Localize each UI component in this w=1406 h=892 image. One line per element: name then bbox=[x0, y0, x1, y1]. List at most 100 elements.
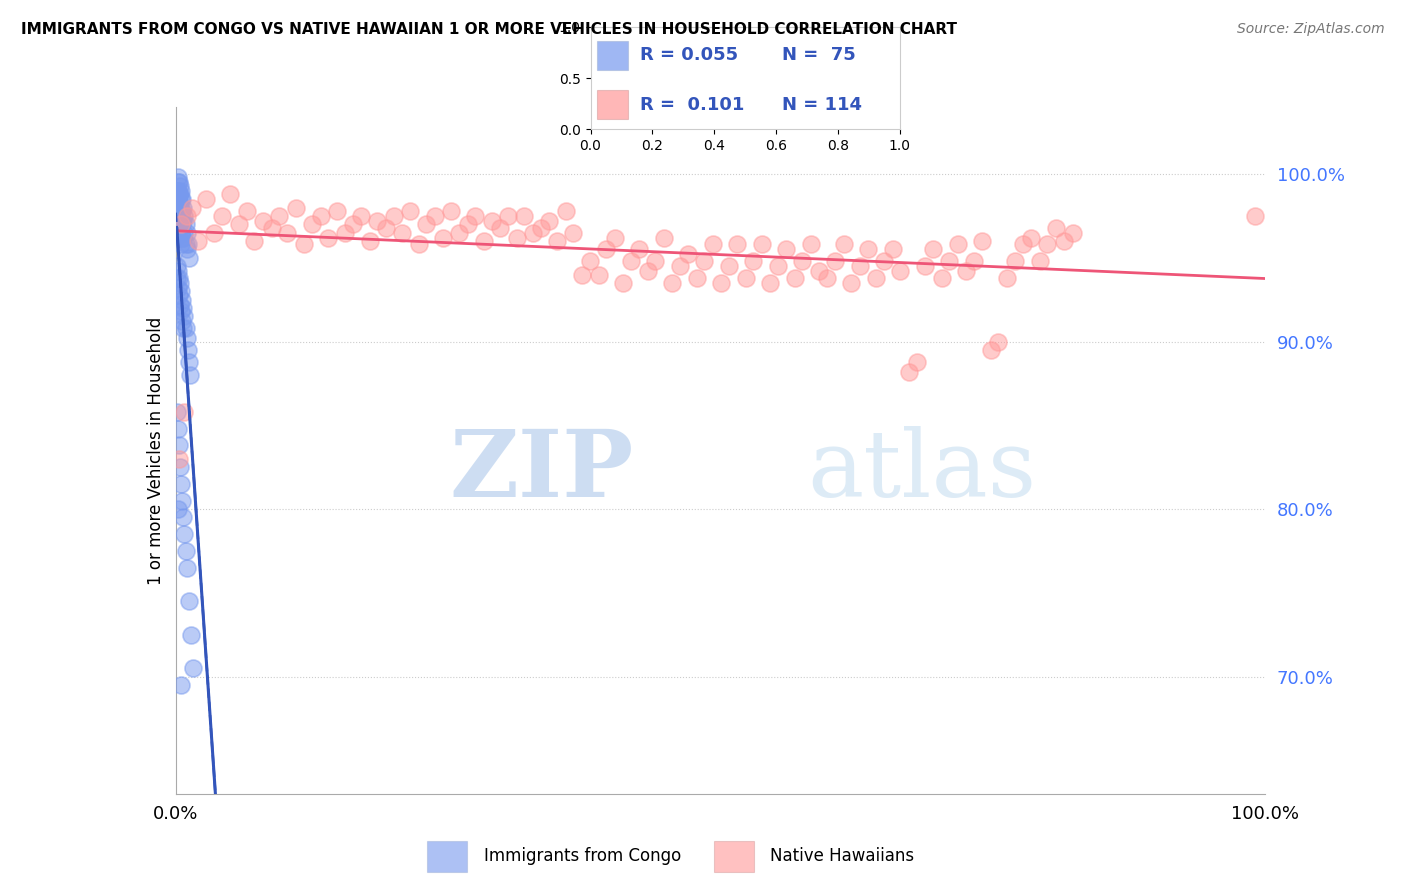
Text: Native Hawaiians: Native Hawaiians bbox=[770, 847, 915, 865]
Point bbox=[849, 259, 872, 273]
Point bbox=[167, 451, 190, 466]
Point bbox=[873, 254, 896, 268]
Point bbox=[1062, 226, 1084, 240]
Point bbox=[211, 209, 233, 223]
Point bbox=[432, 230, 454, 244]
Point bbox=[588, 268, 610, 282]
Point bbox=[627, 243, 650, 257]
Point bbox=[612, 276, 634, 290]
FancyBboxPatch shape bbox=[596, 90, 627, 119]
Point bbox=[922, 243, 945, 257]
Point bbox=[166, 192, 188, 206]
Point bbox=[758, 276, 780, 290]
Point bbox=[457, 217, 479, 231]
Point bbox=[176, 226, 198, 240]
Point bbox=[172, 230, 194, 244]
Y-axis label: 1 or more Vehicles in Household: 1 or more Vehicles in Household bbox=[146, 317, 165, 584]
Point bbox=[173, 527, 195, 541]
Point bbox=[276, 226, 298, 240]
Point bbox=[177, 251, 200, 265]
Point bbox=[832, 237, 855, 252]
Point bbox=[167, 502, 190, 516]
Point bbox=[176, 560, 198, 574]
Point bbox=[172, 493, 194, 508]
Point bbox=[260, 220, 283, 235]
Point bbox=[841, 276, 863, 290]
Point bbox=[252, 214, 274, 228]
Point bbox=[382, 209, 405, 223]
Point bbox=[408, 237, 430, 252]
Point bbox=[301, 217, 323, 231]
Point bbox=[169, 460, 191, 475]
Point bbox=[710, 276, 733, 290]
Point bbox=[423, 209, 446, 223]
Point bbox=[815, 271, 838, 285]
Point bbox=[174, 544, 197, 558]
Point bbox=[177, 354, 200, 368]
Point bbox=[865, 271, 887, 285]
Point bbox=[167, 187, 190, 202]
Point bbox=[644, 254, 666, 268]
Point bbox=[522, 226, 544, 240]
Point bbox=[166, 405, 188, 419]
Point bbox=[447, 226, 470, 240]
Point bbox=[173, 310, 195, 324]
Point bbox=[195, 192, 218, 206]
Point bbox=[440, 203, 463, 218]
Point bbox=[309, 209, 332, 223]
Point bbox=[1045, 220, 1067, 235]
Point bbox=[595, 243, 617, 257]
Point bbox=[742, 254, 765, 268]
Point bbox=[571, 268, 593, 282]
Point bbox=[176, 331, 198, 345]
Point bbox=[177, 343, 200, 357]
Point bbox=[1012, 237, 1035, 252]
Point bbox=[177, 594, 200, 608]
Point bbox=[167, 197, 190, 211]
Point bbox=[269, 209, 291, 223]
Point bbox=[652, 230, 675, 244]
Point bbox=[496, 209, 519, 223]
Point bbox=[166, 201, 188, 215]
Text: Immigrants from Congo: Immigrants from Congo bbox=[484, 847, 681, 865]
Point bbox=[734, 271, 756, 285]
Point bbox=[176, 243, 198, 257]
Point bbox=[980, 343, 1002, 357]
Point bbox=[172, 201, 194, 215]
FancyBboxPatch shape bbox=[427, 840, 467, 872]
Point bbox=[987, 334, 1010, 349]
Point bbox=[1004, 254, 1026, 268]
Point bbox=[472, 234, 495, 248]
Point bbox=[970, 234, 993, 248]
Point bbox=[186, 234, 209, 248]
Point bbox=[170, 285, 193, 299]
Point bbox=[170, 217, 193, 231]
Point bbox=[167, 192, 190, 206]
Point bbox=[693, 254, 716, 268]
Point bbox=[179, 368, 201, 382]
Point bbox=[172, 192, 194, 206]
Point bbox=[685, 271, 707, 285]
Text: N = 114: N = 114 bbox=[782, 95, 862, 113]
Point bbox=[898, 365, 921, 379]
Point bbox=[292, 237, 315, 252]
Point bbox=[180, 628, 202, 642]
Point bbox=[1036, 237, 1059, 252]
Point bbox=[946, 237, 969, 252]
Text: IMMIGRANTS FROM CONGO VS NATIVE HAWAIIAN 1 OR MORE VEHICLES IN HOUSEHOLD CORRELA: IMMIGRANTS FROM CONGO VS NATIVE HAWAIIAN… bbox=[21, 22, 957, 37]
Point bbox=[333, 226, 356, 240]
Point bbox=[169, 187, 191, 202]
Point bbox=[167, 217, 190, 231]
Point bbox=[464, 209, 486, 223]
Point bbox=[481, 214, 503, 228]
Point bbox=[235, 203, 257, 218]
Point bbox=[359, 234, 381, 248]
Text: R =  0.101: R = 0.101 bbox=[640, 95, 744, 113]
Text: Source: ZipAtlas.com: Source: ZipAtlas.com bbox=[1237, 22, 1385, 37]
Point bbox=[170, 226, 193, 240]
Point bbox=[342, 217, 364, 231]
Point bbox=[955, 264, 977, 278]
Point bbox=[167, 281, 190, 295]
Point bbox=[174, 217, 197, 231]
Point bbox=[174, 321, 197, 335]
